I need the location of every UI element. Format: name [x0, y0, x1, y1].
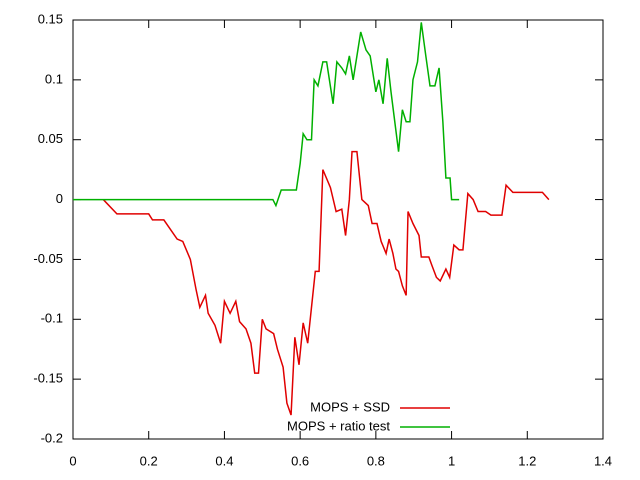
y-tick-label: -0.15 [33, 371, 63, 386]
y-tick-label: 0 [56, 191, 63, 206]
y-tick-label: 0.15 [38, 11, 63, 26]
y-tick-label: -0.1 [41, 311, 63, 326]
x-tick-label: 1.4 [594, 453, 612, 468]
x-tick-label: 0.4 [215, 453, 233, 468]
y-tick-label: 0.1 [45, 71, 63, 86]
x-tick-label: 1 [448, 453, 455, 468]
x-tick-label: 0.8 [367, 453, 385, 468]
x-tick-label: 0 [69, 453, 76, 468]
legend-label: MOPS + SSD [310, 399, 390, 414]
x-tick-label: 0.2 [140, 453, 158, 468]
plot-frame [72, 19, 604, 440]
y-tick-label: -0.05 [33, 251, 63, 266]
data-line [102, 150, 550, 416]
x-tick-label: 1.2 [518, 453, 536, 468]
y-tick-label: 0.05 [38, 131, 63, 146]
legend-label: MOPS + ratio test [287, 418, 390, 433]
data-line [73, 22, 460, 208]
y-tick-label: -0.2 [41, 430, 63, 445]
x-tick-label: 0.6 [291, 453, 309, 468]
